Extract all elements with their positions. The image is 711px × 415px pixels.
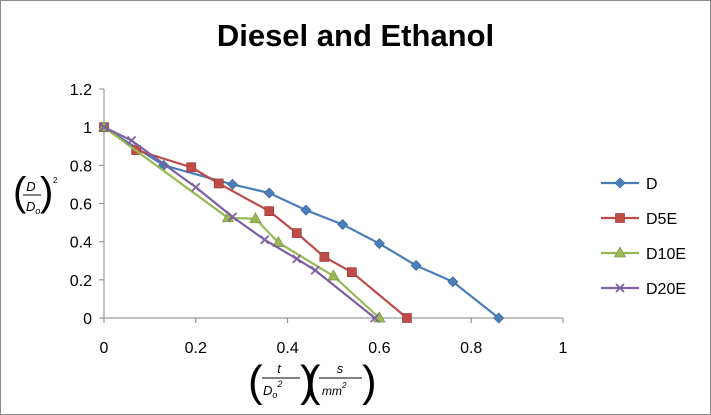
chart-title: Diesel and Ethanol [216,18,495,53]
x-tick-label: 0.4 [276,340,298,357]
y-tick-label: 1.2 [70,82,92,99]
data-point [249,212,262,224]
data-point [373,238,385,250]
legend-marker [615,283,625,293]
y-tick-label: 0.6 [70,197,92,214]
x-tick-label: 0.6 [368,340,390,357]
legend-item-d10e: D10E [601,246,686,263]
legend-label: D20E [646,281,686,298]
legend-marker [614,177,626,189]
data-point [191,182,201,192]
x-tick-label: 0.2 [185,340,207,357]
legend: D D5E D10E D20E [601,176,686,298]
y-axis-label: ( D Do ) 2 [13,170,58,216]
legend-label: D5E [646,211,677,228]
data-point [291,228,302,238]
x-label-close-paren-2: ) [362,357,377,406]
data-point [227,212,238,222]
data-point [410,260,422,272]
series-line [103,126,381,319]
data-point [493,312,505,324]
data-point [447,276,459,288]
data-point [300,204,312,216]
legend-marker [613,246,627,258]
y-tick-label: 0.4 [70,235,92,252]
data-point [337,218,349,230]
legend-marker [615,213,625,223]
x-label-numerator: t [277,361,282,376]
legend-item-d5e: D5E [601,211,677,228]
x-tick-label: 1 [559,340,568,357]
series-d20e [99,122,380,323]
data-point [370,313,380,323]
data-point [292,254,302,264]
x-label-unit-denominator: mm2 [322,381,347,398]
legend-item-d20e: D20E [601,281,686,298]
data-point [264,206,275,216]
y-label-close-paren: ) [40,170,53,214]
series-layer [97,120,505,324]
data-point [402,313,412,323]
data-point [272,235,285,247]
data-point [227,178,239,190]
legend-label: D10E [646,246,686,263]
x-label-close-paren-1: ) [300,357,315,406]
data-point [213,178,224,189]
y-tick-label: 0 [83,311,92,328]
data-point [186,162,197,173]
data-point [319,252,330,262]
y-label-denominator: Do [26,199,40,216]
y-label-power: 2 [53,176,58,185]
data-point [260,235,270,245]
x-label-denominator: Do2 [263,379,282,400]
axes: 0 0.2 0.4 0.6 0.8 1 1.2 0 0.2 0.4 0.6 0.8 1 [70,82,568,357]
x-label-unit-numerator: s [337,361,344,376]
legend-label: D [646,176,658,193]
y-tick-label: 0.2 [70,273,92,290]
x-label-open-paren-2: ( [306,357,321,406]
data-point [126,135,137,146]
x-tick-label: 0.8 [460,340,482,357]
x-tick-label: 0 [100,340,109,357]
y-tick-label: 0.8 [70,158,92,175]
x-label-open-paren-1: ( [248,357,263,406]
data-point [310,265,320,275]
data-point [327,269,340,281]
x-axis-label: ( t Do2 ) ( s mm2 ) [248,357,377,406]
series-d [98,121,505,324]
data-point [99,122,109,132]
y-label-numerator: D [26,179,35,194]
data-point [263,187,275,199]
legend-item-d: D [601,176,658,193]
y-tick-label: 1 [83,120,92,137]
data-point [347,267,357,278]
y-label-open-paren: ( [13,170,27,214]
series-line [103,126,500,319]
